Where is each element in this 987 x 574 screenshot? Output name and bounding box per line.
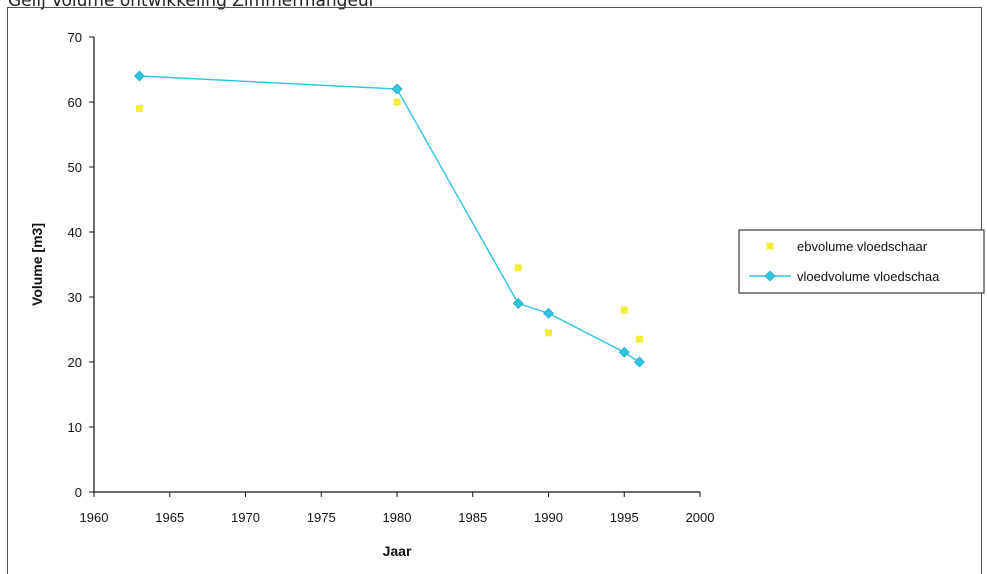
legend-box	[738, 229, 985, 294]
y-tick-label: 60	[68, 95, 82, 110]
x-axis-label: Jaar	[383, 543, 412, 559]
x-tick-label: 1970	[231, 510, 260, 525]
x-tick-label: 1995	[610, 510, 639, 525]
y-tick-label: 10	[68, 420, 82, 435]
legend-marker	[764, 270, 776, 282]
y-tick-label: 0	[75, 485, 82, 500]
data-point	[134, 70, 145, 82]
y-tick-label: 40	[68, 225, 82, 240]
data-point	[135, 105, 143, 112]
data-point	[391, 83, 403, 95]
legend-marker	[766, 242, 774, 250]
x-tick-label: 1980	[383, 510, 412, 525]
data-point	[618, 346, 630, 358]
legend-item: vloedvolume vloedschaa	[749, 269, 940, 284]
chart-legend: ebvolume vloedschaar vloedvolume vloedsch…	[738, 229, 985, 294]
series-line	[139, 75, 640, 363]
x-tick-label: 1965	[155, 510, 184, 525]
x-tick-label: 1975	[307, 510, 336, 525]
x-tick-label: 1985	[458, 510, 487, 525]
chart-axes: 0 10 20 30 40 50 60 70 1960 1965 1970 1975 1980 1985 1…	[29, 30, 714, 559]
legend-item: ebvolume vloedschaar	[766, 239, 928, 254]
data-point	[635, 335, 643, 343]
x-tick-label: 1960	[80, 510, 109, 525]
chart-series	[134, 70, 645, 368]
page-title: Gelij Volume ontwikkeling Zimmermangeul	[8, 0, 374, 11]
y-axis-label: Volume [m3]	[29, 223, 45, 306]
legend-label: vloedvolume vloedschaa	[797, 269, 940, 284]
y-tick-label: 50	[68, 160, 82, 175]
x-tick-label: 2000	[686, 510, 715, 525]
data-point	[512, 298, 524, 309]
data-point	[633, 356, 645, 368]
series-1	[135, 98, 643, 343]
legend-label: ebvolume vloedschaar	[797, 239, 928, 254]
y-tick-label: 30	[68, 290, 82, 305]
y-tick-label: 20	[68, 355, 82, 370]
data-point	[514, 264, 522, 272]
data-point	[545, 329, 552, 337]
data-point	[543, 307, 554, 319]
series-2	[134, 70, 645, 368]
data-point	[620, 306, 628, 314]
data-point	[393, 98, 401, 106]
y-tick-label: 70	[68, 30, 82, 45]
x-tick-label: 1990	[534, 510, 563, 525]
